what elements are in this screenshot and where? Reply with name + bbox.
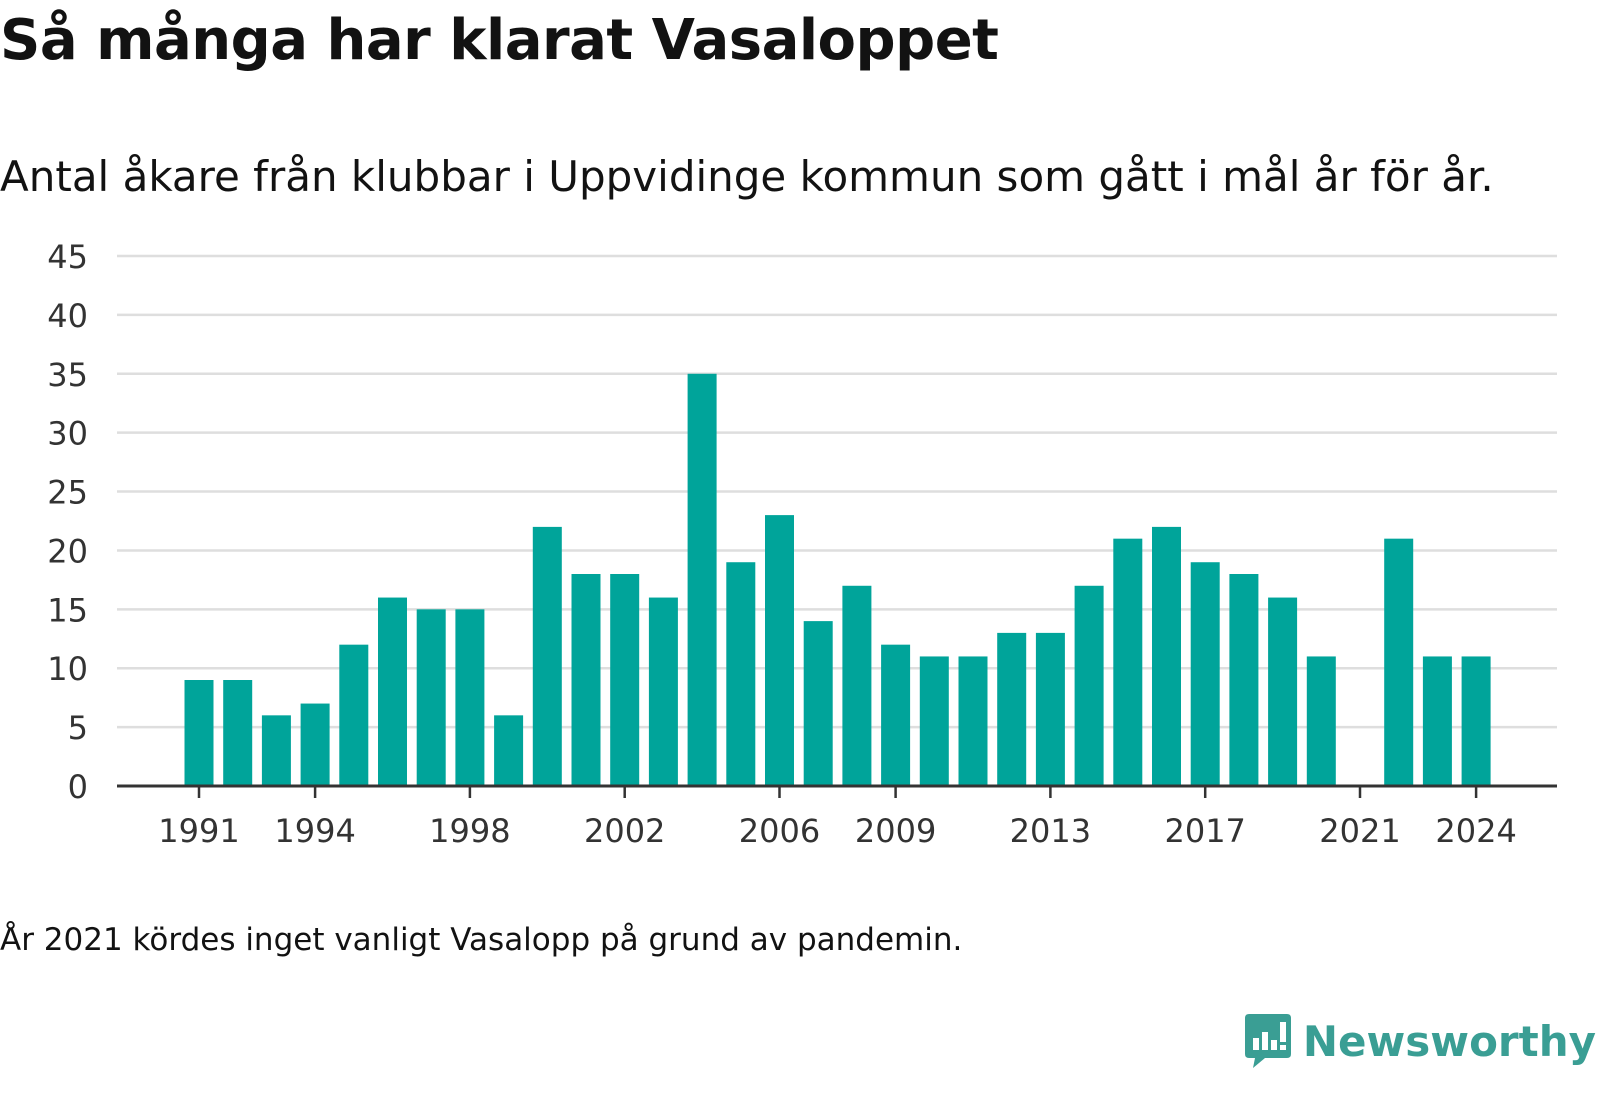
bar-2000 xyxy=(532,526,562,786)
bar-2019 xyxy=(1268,597,1298,786)
bar-2020 xyxy=(1306,656,1336,786)
newsworthy-logo-icon xyxy=(1244,1014,1291,1068)
y-tick-label: 35 xyxy=(47,356,88,394)
brand-logo: Newsworthy xyxy=(1243,1012,1596,1070)
bar-1999 xyxy=(494,715,524,786)
x-axis xyxy=(117,784,1557,798)
y-tick-label: 5 xyxy=(68,709,88,747)
y-tick-label: 30 xyxy=(47,415,88,453)
bar-2003 xyxy=(648,597,678,786)
bar-1996 xyxy=(378,597,407,786)
bar-1995 xyxy=(339,644,369,786)
bar-2014 xyxy=(1074,585,1104,786)
gridlines xyxy=(117,254,1557,729)
bar-2001 xyxy=(571,574,601,786)
bar-2007 xyxy=(803,621,833,786)
bar-2004 xyxy=(687,373,717,786)
x-tick-label: 2009 xyxy=(855,812,936,850)
y-tick-label: 25 xyxy=(47,474,88,512)
x-tick-label: 2021 xyxy=(1319,812,1400,850)
x-tick-label: 2006 xyxy=(739,812,820,850)
y-tick-label: 20 xyxy=(47,532,88,570)
x-tick-label: 1998 xyxy=(429,812,510,850)
y-tick-label: 15 xyxy=(47,591,88,629)
x-tick-label: 2013 xyxy=(1010,812,1091,850)
y-tick-label: 40 xyxy=(47,297,88,335)
y-tick-label: 10 xyxy=(47,650,88,688)
bar-2008 xyxy=(842,585,872,786)
y-axis-tick-labels: 0 5 10 15 20 25 30 35 40 45 xyxy=(47,238,88,806)
bar-1991 xyxy=(184,680,214,786)
bar-2002 xyxy=(610,574,640,786)
bar-2022 xyxy=(1384,538,1414,786)
bar-1997 xyxy=(416,609,446,786)
bar-2006 xyxy=(765,515,794,786)
x-tick-label: 1994 xyxy=(274,812,355,850)
footnote: År 2021 kördes inget vanligt Vasalopp på… xyxy=(0,922,963,958)
bar-2009 xyxy=(881,644,911,786)
bar-2010 xyxy=(919,656,949,786)
x-tick-label: 1991 xyxy=(158,812,239,850)
bar-2024 xyxy=(1461,656,1491,786)
bar-2012 xyxy=(997,632,1027,786)
x-axis-tick-labels: 1991 1994 1998 2002 2006 2009 2013 2017 2021 2024 xyxy=(158,812,1517,850)
y-tick-label: 0 xyxy=(68,768,88,806)
bar-1993 xyxy=(261,715,291,786)
bar-2011 xyxy=(958,656,988,786)
bar-2018 xyxy=(1229,574,1259,786)
bar-chart: 0 5 10 15 20 25 30 35 40 45 1991 1994 1998 2002 2006 2… xyxy=(47,238,1557,850)
bar-2023 xyxy=(1422,656,1452,786)
bars xyxy=(184,373,1491,786)
brand-name: Newsworthy xyxy=(1302,1016,1596,1066)
x-tick-label: 2002 xyxy=(584,812,665,850)
chart-subtitle: Antal åkare från klubbar i Uppvidinge ko… xyxy=(0,152,1494,201)
bar-2013 xyxy=(1035,632,1065,786)
bar-2005 xyxy=(726,562,756,786)
x-tick-label: 2024 xyxy=(1435,812,1516,850)
bar-2016 xyxy=(1152,526,1181,786)
x-tick-label: 2017 xyxy=(1164,812,1245,850)
y-tick-label: 45 xyxy=(47,238,88,276)
chart-title: Så många har klarat Vasaloppet xyxy=(0,8,999,73)
bar-2015 xyxy=(1113,538,1143,786)
bar-1998 xyxy=(455,609,485,786)
bar-1992 xyxy=(223,680,253,786)
bar-2017 xyxy=(1190,562,1220,786)
bar-1994 xyxy=(300,703,330,786)
